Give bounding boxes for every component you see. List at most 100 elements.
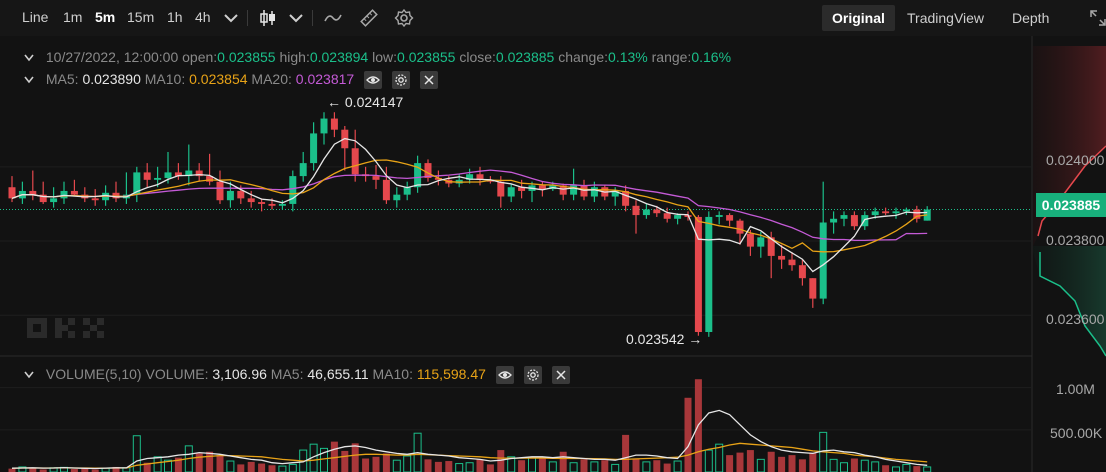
volume-ma5-label: MA5:	[270, 366, 304, 382]
volume-bar	[902, 463, 911, 472]
collapse-chevron-icon[interactable]	[24, 366, 34, 382]
interval-15m[interactable]: 15m	[127, 9, 155, 25]
candle-body	[882, 211, 890, 214]
interval-dropdown-chevron-icon[interactable]	[221, 8, 241, 28]
interval-1h[interactable]: 1h	[167, 9, 183, 25]
volume-axis-label: 1.00M	[1056, 381, 1095, 397]
price-chart[interactable]	[0, 36, 1106, 472]
range-label: range:	[651, 49, 692, 65]
collapse-chevron-icon[interactable]	[24, 71, 34, 87]
ma-info-row: MA5: 0.023890 MA10: 0.023854 MA20: 0.023…	[24, 71, 438, 90]
candle-body	[611, 190, 619, 197]
candle-body	[736, 220, 744, 234]
chart-type-chevron-icon[interactable]	[286, 8, 306, 28]
chart-background	[0, 36, 1106, 472]
low-value: 0.023855	[397, 49, 456, 65]
interval-4h[interactable]: 4h	[195, 9, 211, 25]
settings-gear-icon[interactable]	[394, 8, 414, 28]
current-price-tag: 0.023885	[1036, 193, 1106, 217]
ma5-line	[11, 137, 928, 273]
candle-body	[767, 237, 775, 256]
toolbar-divider	[312, 10, 313, 26]
candle-body	[8, 187, 16, 199]
ma10-label: MA10:	[144, 71, 186, 87]
volume-bar	[923, 466, 932, 472]
candlestick-type-icon[interactable]	[258, 8, 278, 28]
volume-bar	[372, 456, 380, 472]
candle-body	[518, 187, 526, 191]
ma-visibility-eye-icon[interactable]	[364, 71, 383, 90]
indicator-wave-icon[interactable]	[323, 8, 343, 28]
ma20-label: MA20:	[251, 71, 292, 87]
candle-body	[788, 259, 796, 266]
candle-body	[809, 278, 817, 299]
tab-original[interactable]: Original	[822, 5, 895, 31]
price-axis-label: 0.023800	[1046, 232, 1105, 248]
volume-bar	[445, 461, 453, 472]
toolbar-divider	[247, 10, 248, 26]
drawing-ruler-icon[interactable]	[359, 8, 379, 28]
interval-line[interactable]: Line	[22, 9, 49, 25]
candle-body	[715, 215, 723, 217]
candle-body	[29, 190, 37, 195]
volume-settings-gear-icon[interactable]	[523, 366, 542, 385]
high-price-value: 0.024147	[344, 94, 404, 110]
volume-bar	[580, 459, 588, 472]
tab-tradingview[interactable]: TradingView	[907, 10, 985, 26]
ohlc-info-row: 10/27/2022, 12:00:00 open:0.023855 high:…	[24, 49, 731, 65]
volume-bar	[153, 456, 162, 472]
volume-bar	[81, 468, 89, 472]
volume-bar	[653, 460, 661, 472]
candle-body	[694, 216, 702, 333]
candle-body	[726, 215, 734, 221]
volume-bar	[362, 458, 370, 472]
candle-body	[892, 211, 900, 214]
candle-body	[746, 233, 754, 247]
volume-title: VOLUME(5,10)	[45, 366, 142, 382]
candle-body	[705, 216, 713, 333]
low-price-annotation: 0.023542 →	[626, 331, 703, 347]
volume-bar	[538, 458, 546, 472]
high-label: high:	[279, 49, 310, 65]
volume-bar	[278, 465, 287, 472]
okx-watermark-logo	[27, 318, 104, 338]
volume-bar	[518, 460, 526, 472]
candle-body	[185, 170, 193, 177]
candle-body	[466, 174, 474, 180]
volume-bar	[809, 452, 817, 472]
volume-bar	[622, 434, 630, 472]
volume-bar	[341, 450, 349, 472]
candle-body	[268, 203, 276, 206]
volume-bar	[746, 450, 754, 472]
candle-body	[538, 185, 546, 190]
candle-body	[674, 215, 682, 219]
volume-bar	[601, 460, 609, 472]
ma-settings-gear-icon[interactable]	[391, 71, 410, 90]
volume-bar	[351, 443, 359, 472]
interval-1m[interactable]: 1m	[63, 9, 83, 25]
volume-bar	[288, 463, 297, 472]
open-value: 0.023855	[217, 49, 276, 65]
ma5-value: 0.023890	[82, 71, 141, 87]
volume-bar	[497, 450, 505, 472]
collapse-chevron-icon[interactable]	[24, 49, 34, 65]
ma5-label: MA5:	[45, 71, 79, 87]
ma-close-icon[interactable]	[419, 71, 438, 90]
range-value: 0.16%	[691, 49, 732, 65]
ma20-value: 0.023817	[295, 71, 355, 87]
volume-visibility-eye-icon[interactable]	[495, 366, 514, 385]
candle-body	[226, 190, 234, 201]
candle-body	[70, 190, 78, 195]
volume-bar	[216, 455, 224, 472]
volume-bar	[913, 466, 921, 472]
interval-5m[interactable]: 5m	[95, 9, 116, 25]
candle-body	[850, 215, 858, 227]
volume-close-icon[interactable]	[551, 366, 570, 385]
candle-body	[778, 255, 786, 260]
candle-body	[840, 215, 848, 219]
tab-depth[interactable]: Depth	[1012, 10, 1050, 26]
open-label: open:	[182, 49, 218, 65]
fullscreen-expand-icon[interactable]	[1088, 8, 1106, 28]
candle-body	[622, 190, 630, 206]
candle-body	[434, 177, 442, 180]
